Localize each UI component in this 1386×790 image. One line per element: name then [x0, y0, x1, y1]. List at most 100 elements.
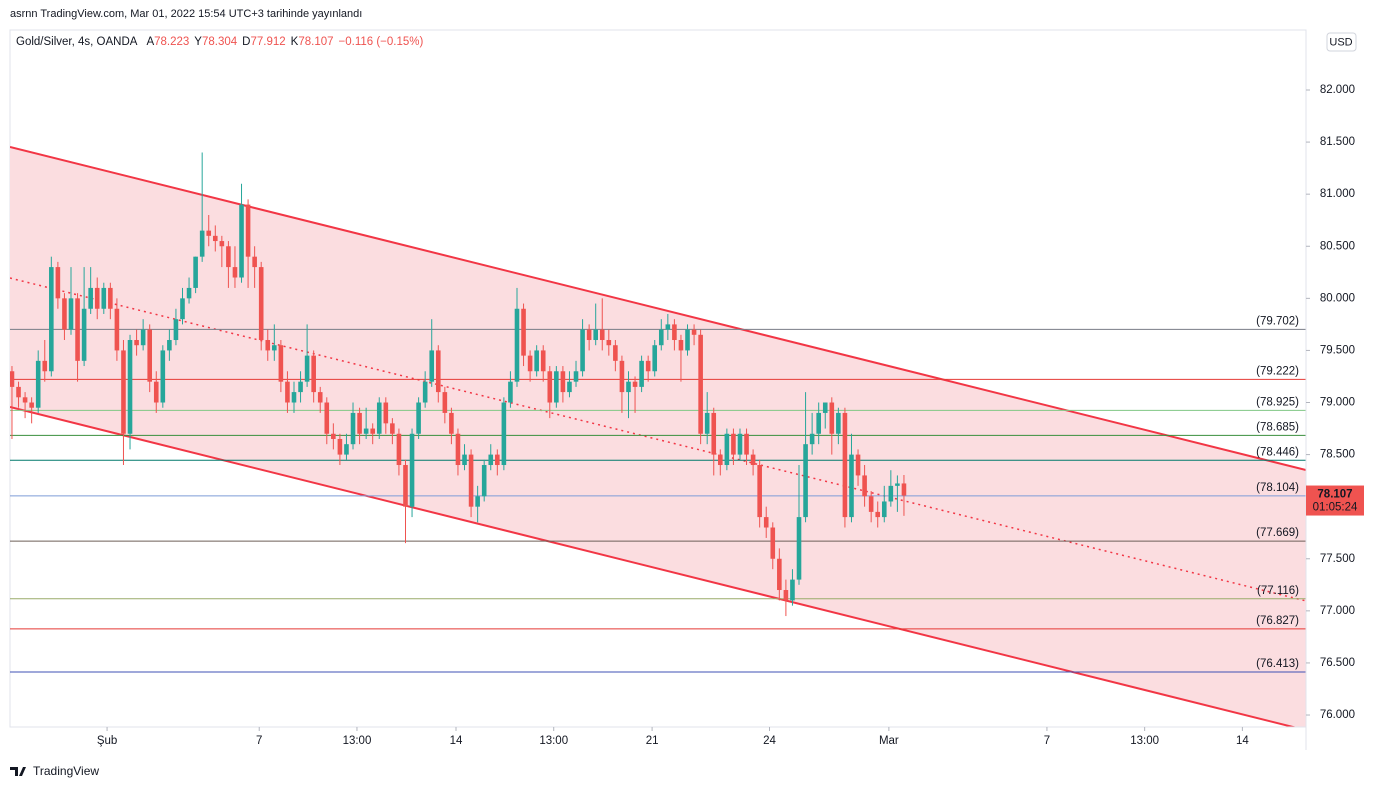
candle-body	[704, 412, 710, 434]
candle-body	[580, 329, 585, 372]
candle-body	[291, 392, 297, 403]
candle-body	[232, 267, 238, 278]
candle-body	[796, 517, 802, 580]
y-tick-label: 77.500	[1320, 553, 1355, 565]
candle-body	[331, 433, 336, 439]
candle-body	[567, 381, 572, 393]
candle-body	[272, 345, 277, 351]
candle-body	[298, 381, 303, 393]
candle-body	[245, 204, 251, 257]
candle-body	[265, 340, 271, 351]
candle-body	[416, 402, 421, 434]
candle-body	[626, 381, 631, 393]
candle-body	[62, 298, 67, 330]
candle-body	[167, 340, 172, 351]
candle-body	[763, 517, 769, 528]
candle-body	[304, 355, 310, 382]
candle-body	[750, 454, 756, 466]
y-tick-label: 77.000	[1320, 605, 1355, 617]
candle-body	[508, 381, 513, 403]
level-label: (77.116)	[1257, 585, 1299, 597]
candle-body	[495, 454, 500, 466]
legend-key: D	[242, 36, 250, 48]
candle-body	[226, 246, 231, 268]
candle-body	[468, 454, 474, 507]
candle-body	[501, 402, 507, 466]
candle-body	[29, 402, 34, 408]
y-tick-label: 81.500	[1320, 136, 1355, 148]
candle-body	[816, 412, 821, 434]
level-label: (78.685)	[1256, 421, 1299, 433]
candle-body	[599, 329, 605, 341]
y-tick-label: 79.500	[1320, 344, 1355, 356]
candle-body	[429, 350, 435, 382]
candle-body	[88, 287, 93, 309]
candle-body	[42, 360, 48, 372]
candle-body	[593, 329, 598, 341]
candle-body	[881, 501, 887, 518]
x-tick-label: 13:00	[1130, 735, 1159, 747]
legend-key: Y	[194, 36, 202, 48]
candle-body	[219, 241, 225, 247]
candle-body	[344, 444, 349, 455]
candle-body	[619, 360, 625, 393]
candle-body	[311, 355, 316, 393]
y-tick-label: 76.500	[1320, 657, 1355, 669]
legend-value: 78.223	[154, 36, 189, 48]
y-tick-label: 80.500	[1320, 240, 1355, 252]
candle-body	[435, 350, 441, 393]
channel-upper	[10, 146, 1306, 471]
candle-body	[160, 350, 166, 403]
candle-body	[422, 381, 428, 403]
candle-body	[803, 444, 808, 518]
candle-body	[363, 428, 369, 434]
candle-body	[645, 360, 651, 372]
candle-body	[606, 340, 612, 346]
legend-key: A	[146, 36, 154, 48]
candle-body	[770, 527, 776, 559]
candle-body	[678, 340, 684, 351]
candle-body	[822, 402, 828, 413]
candle-body	[75, 298, 80, 361]
candle-body	[147, 329, 153, 382]
x-tick-label: 14	[1236, 735, 1249, 747]
candle-body	[396, 433, 402, 466]
candle-body	[81, 308, 87, 361]
candle-body	[527, 355, 533, 372]
level-label: (78.446)	[1256, 446, 1299, 458]
x-tick-label: Mar	[879, 735, 899, 747]
x-tick-label: 21	[646, 735, 659, 747]
candle-body	[101, 287, 107, 309]
candle-body	[672, 324, 677, 341]
candle-body	[16, 386, 21, 398]
candle-body	[455, 433, 461, 466]
candle-body	[350, 412, 356, 445]
candle-body	[376, 402, 382, 434]
legend-value: 78.304	[202, 36, 238, 48]
candle-body	[586, 329, 592, 341]
candle-body	[49, 267, 54, 372]
legend-key: K	[291, 36, 299, 48]
level-label: (76.827)	[1256, 615, 1299, 627]
candle-body	[855, 454, 861, 476]
y-tick-label: 76.000	[1320, 709, 1355, 721]
candle-body	[370, 428, 375, 434]
candle-body	[521, 308, 526, 356]
candle-body	[639, 360, 644, 387]
candle-body	[658, 329, 664, 346]
y-tick-label: 82.000	[1320, 84, 1355, 96]
candle-body	[888, 485, 894, 502]
candle-body	[731, 433, 736, 455]
candle-body	[199, 230, 205, 257]
candle-body	[108, 287, 113, 309]
candle-body	[836, 412, 841, 434]
legend: Gold/Silver, 4s, OANDA A78.223 Y78.304 D77.…	[16, 36, 424, 48]
candle-body	[173, 319, 179, 341]
candle-body	[652, 345, 658, 372]
candle-body	[121, 350, 126, 434]
candle-body	[258, 267, 264, 341]
candle-body	[718, 454, 723, 466]
candle-body	[442, 392, 448, 413]
plot	[10, 146, 1306, 727]
candle-body	[534, 350, 539, 372]
